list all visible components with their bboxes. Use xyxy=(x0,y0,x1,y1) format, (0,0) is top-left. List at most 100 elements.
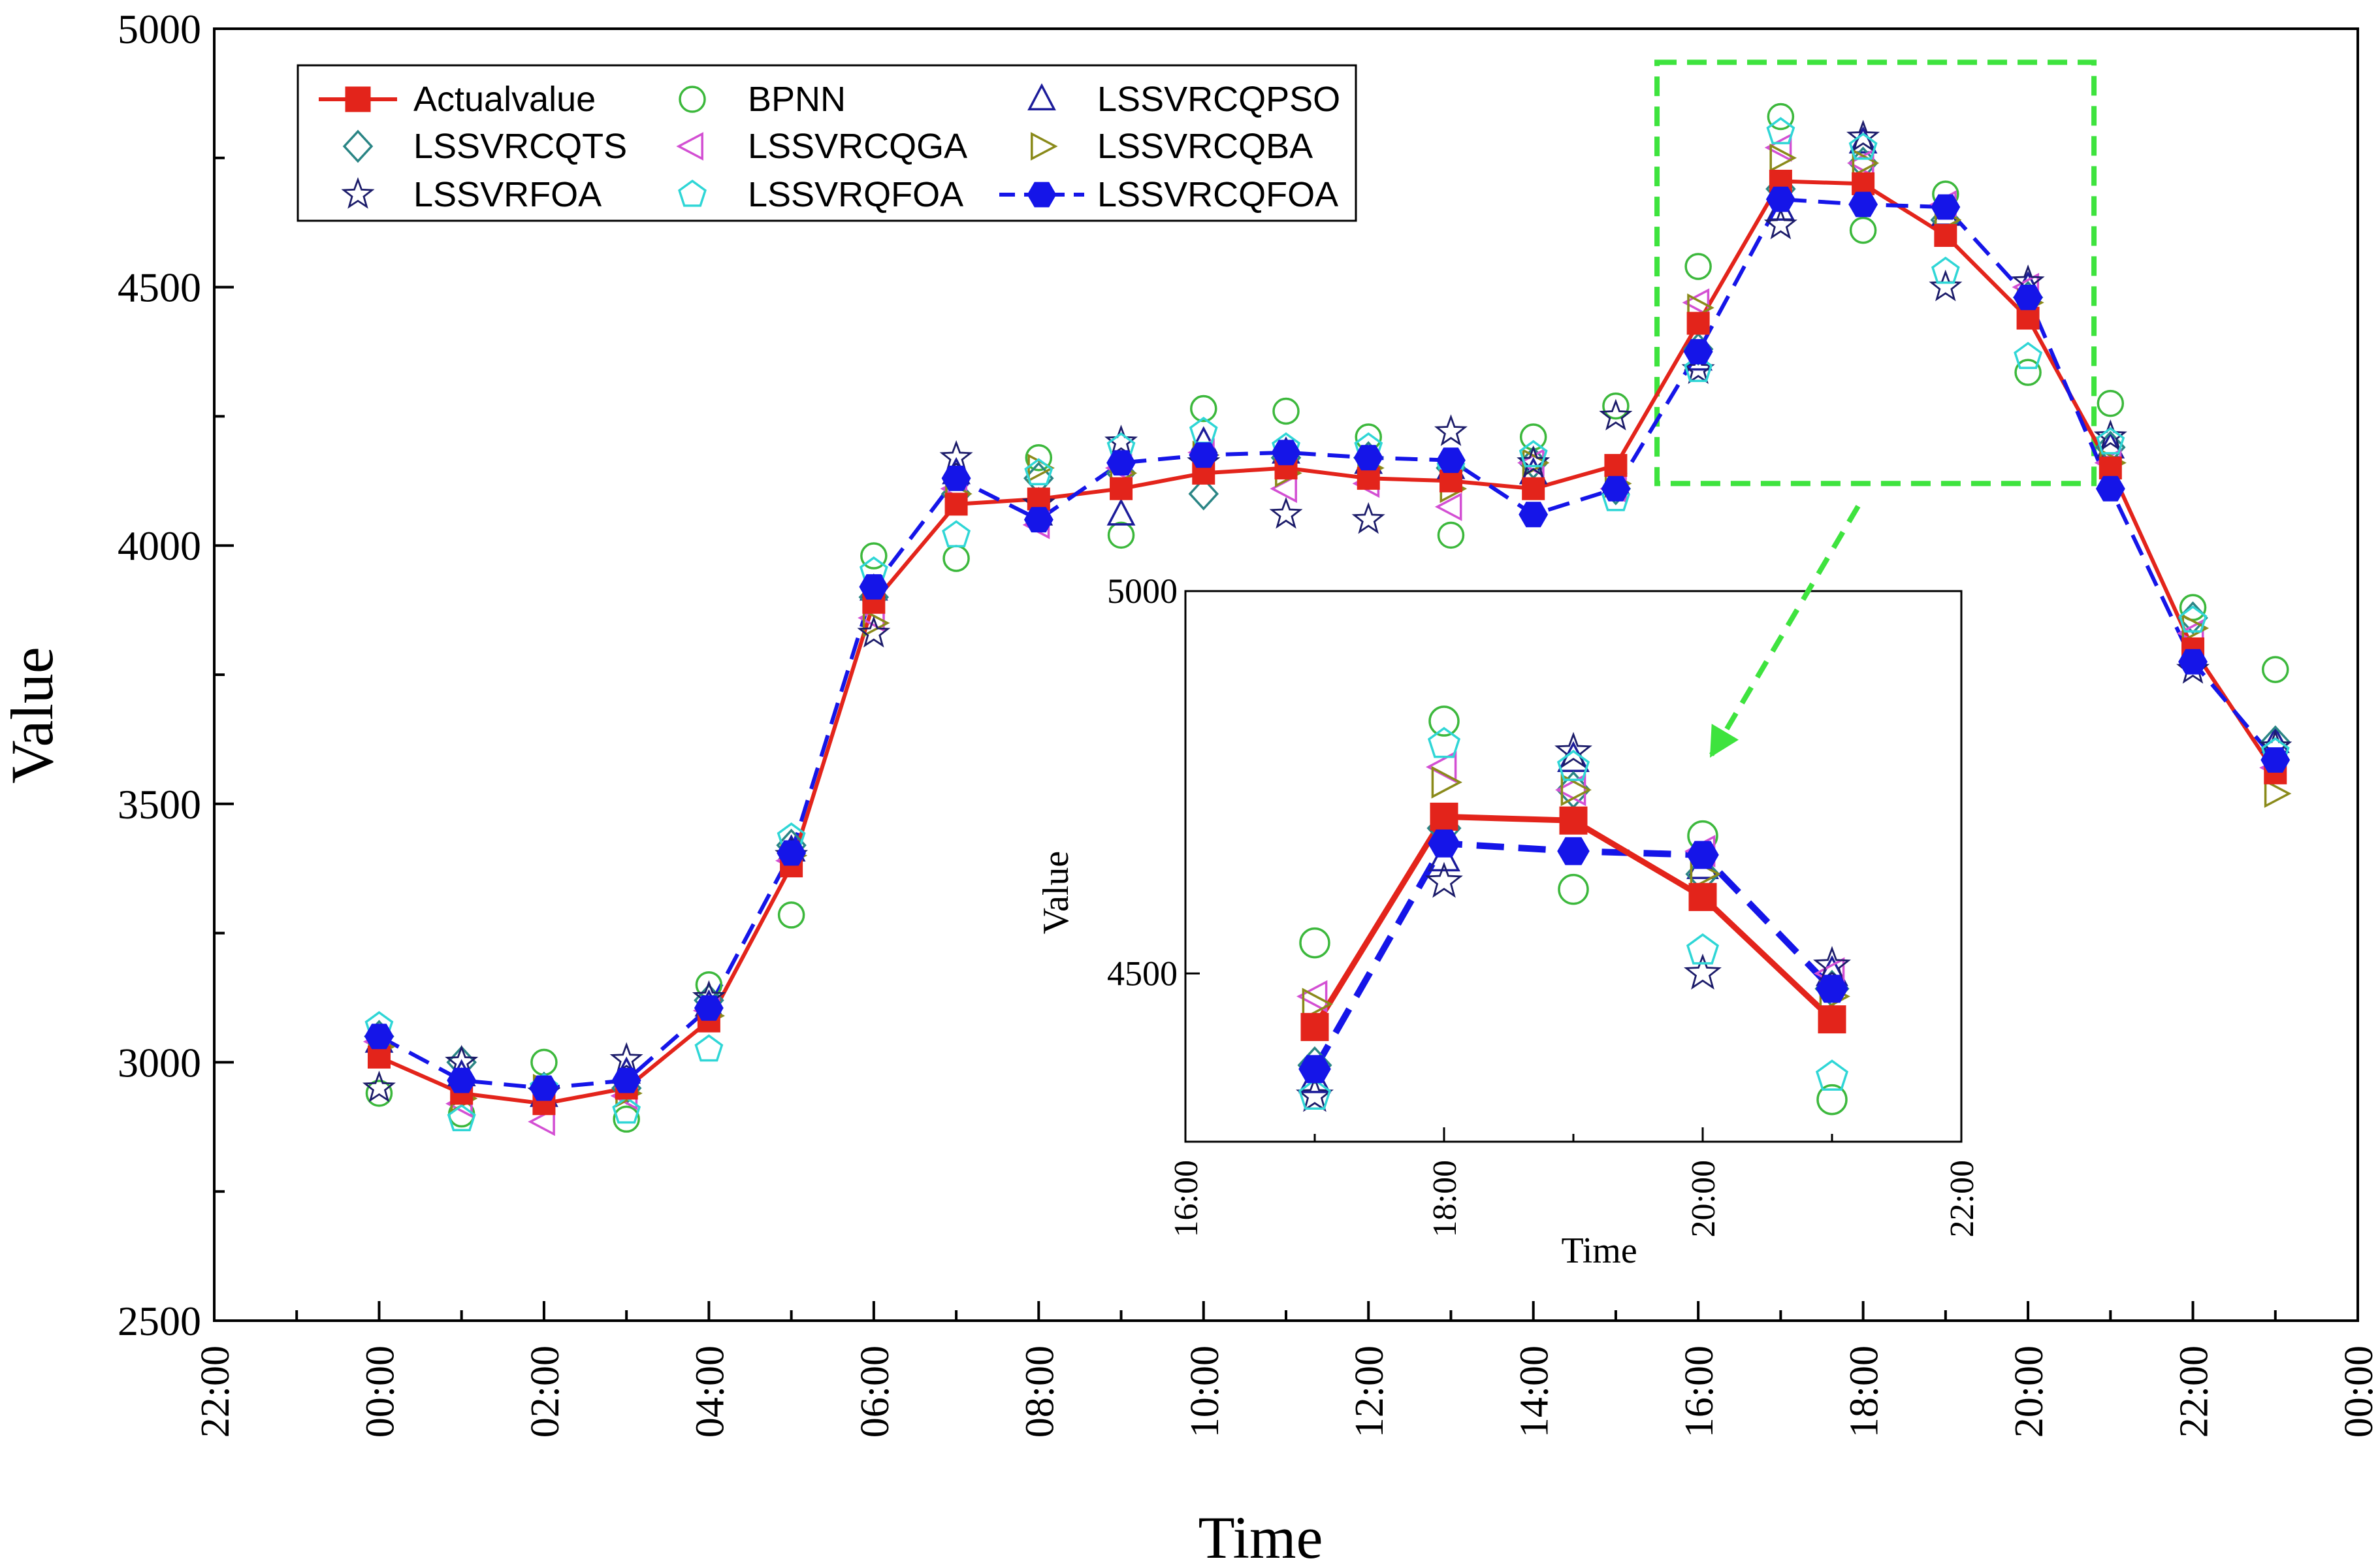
point-bpnn-19 xyxy=(1849,216,1877,244)
inset-point-bpnn-19 xyxy=(1558,873,1589,905)
legend-marker xyxy=(678,179,707,207)
legend-label: LSSVRFOA xyxy=(413,175,602,214)
point-bpnn-6 xyxy=(777,901,805,929)
legend-item-lssvrcqba: LSSVRCQBA xyxy=(1031,127,1313,166)
y-axis-label: Value xyxy=(0,647,65,783)
legend-marker xyxy=(341,177,375,209)
legend-label: Actualvalue xyxy=(413,80,596,119)
point-actualvalue-19 xyxy=(1852,172,1875,195)
inset-point-lssvrcqga-18 xyxy=(1426,750,1457,784)
point-lssvrcqga-17 xyxy=(1682,288,1710,317)
legend-marker xyxy=(345,86,371,112)
point-actualvalue-10 xyxy=(1110,477,1133,500)
legend-marker xyxy=(676,132,703,161)
point-lssvrcqfoa-1 xyxy=(364,1023,394,1050)
point-bpnn-7 xyxy=(860,542,888,570)
x-tick-label: 14:00 xyxy=(1513,1345,1557,1438)
inset-point-actualvalue-18 xyxy=(1430,802,1458,831)
point-lssvrqfoa-9 xyxy=(1024,458,1053,486)
point-lssvrcqfoa-12 xyxy=(1271,440,1301,466)
x-tick-label: 10:00 xyxy=(1183,1345,1227,1438)
point-bpnn-8 xyxy=(942,545,970,572)
inset-y-tick-label: 4500 xyxy=(1107,954,1178,993)
inset-point-lssvrcqfoa-17 xyxy=(1298,1055,1331,1084)
point-lssvrfoa-10 xyxy=(1104,425,1138,457)
legend-label: LSSVRCQGA xyxy=(748,127,967,166)
x-tick-label: 18:00 xyxy=(1842,1345,1887,1438)
inset-x-tick-label: 18:00 xyxy=(1426,1160,1464,1237)
point-lssvrcqba-19 xyxy=(1852,148,1880,178)
inset-frame xyxy=(1184,590,1963,1143)
point-lssvrfoa-16 xyxy=(1599,398,1633,431)
inset-point-lssvrcqfoa-18 xyxy=(1428,830,1460,858)
legend-marker xyxy=(679,86,706,113)
x-tick-label: 02:00 xyxy=(523,1345,568,1438)
point-actualvalue-20 xyxy=(1934,223,1957,247)
legend-label: LSSVRQFOA xyxy=(748,175,963,214)
x-tick-label: 12:00 xyxy=(1347,1345,1392,1438)
inset-point-lssvrcqba-17 xyxy=(1302,988,1333,1021)
inset-y-tick-label: 5000 xyxy=(1107,572,1178,611)
point-actualvalue-14 xyxy=(1439,469,1462,492)
x-tick-label: 00:00 xyxy=(2337,1345,2380,1438)
point-lssvrcqga-18 xyxy=(1764,133,1792,162)
point-lssvrcqba-18 xyxy=(1769,143,1797,172)
inset-point-lssvrqfoa-20 xyxy=(1686,933,1720,965)
main-plot-area: 2500 3000 3500 4000 4500 5000 22:00 00:00 02:00 0… xyxy=(118,6,2380,1438)
inset-point-lssvrcqfoa-20 xyxy=(1686,841,1719,869)
point-bpnn-4 xyxy=(613,1105,640,1133)
inset-point-lssvrfoa-21 xyxy=(1813,946,1851,982)
point-actualvalue-9 xyxy=(1027,487,1050,511)
point-bpnn-1 xyxy=(365,1080,393,1107)
point-lssvrcqfoa-7 xyxy=(859,574,889,600)
zoom-highlight-box xyxy=(1654,59,2097,487)
legend-label: LSSVRCQBA xyxy=(1097,127,1313,166)
point-lssvrcqba-24 xyxy=(2264,779,2292,808)
point-lssvrcqfoa-9 xyxy=(1023,507,1053,533)
point-lssvrcqga-3 xyxy=(528,1107,555,1136)
point-lssvrcqfoa-17 xyxy=(1683,339,1713,364)
point-lssvrcqfoa-23 xyxy=(2178,649,2208,675)
point-lssvrqfoa-23 xyxy=(2178,605,2208,633)
y-tick-label: 3500 xyxy=(118,781,201,828)
inset-point-lssvrqfoa-21 xyxy=(1815,1059,1849,1091)
point-bpnn-14 xyxy=(1437,521,1465,549)
point-lssvrcqga-14 xyxy=(1434,492,1462,521)
point-lssvrcqfoa-16 xyxy=(1601,475,1631,502)
point-lssvrcqfoa-15 xyxy=(1519,502,1549,528)
point-lssvrfoa-4 xyxy=(609,1042,643,1074)
point-lssvrcqga-19 xyxy=(1846,148,1874,178)
point-bpnn-9 xyxy=(1025,443,1053,472)
inset-point-bpnn-17 xyxy=(1299,927,1330,959)
point-lssvrqfoa-20 xyxy=(1931,256,1960,284)
point-bpnn-12 xyxy=(1272,397,1300,425)
point-lssvrfoa-19 xyxy=(1846,120,1880,152)
x-axis-label: Time xyxy=(1198,1504,1323,1563)
point-lssvrqfoa-2 xyxy=(447,1104,476,1132)
legend-item-lssvrqfoa: LSSVRQFOA xyxy=(678,175,963,214)
legend-box xyxy=(297,64,1357,222)
point-lssvrcqfoa-19 xyxy=(1848,191,1878,218)
legend-label: LSSVRCQTS xyxy=(413,127,627,166)
inset-point-actualvalue-17 xyxy=(1300,1012,1329,1041)
x-tick-label: 16:00 xyxy=(1677,1345,1722,1438)
legend-marker xyxy=(1027,182,1057,208)
point-lssvrcqfoa-3 xyxy=(529,1075,559,1101)
zoom-arrow-head xyxy=(1710,724,1739,758)
point-lssvrqfoa-4 xyxy=(612,1096,641,1124)
inset-plot: 4500 5000 16:00 18:00 20:00 22:00 Time Value xyxy=(1036,504,1981,1271)
legend-label: BPNN xyxy=(748,80,846,119)
point-lssvrqfoa-15 xyxy=(1519,440,1548,468)
inset-point-lssvrcqga-19 xyxy=(1555,773,1586,807)
point-lssvrcqfoa-8 xyxy=(941,465,971,491)
legend-item-lssvrfoa: LSSVRFOA xyxy=(341,175,602,214)
point-lssvrcqpso-10 xyxy=(1106,498,1136,526)
legend-marker xyxy=(1027,83,1056,110)
inset-x-axis-label: Time xyxy=(1561,1231,1637,1271)
zoom-arrow-line xyxy=(1707,504,1861,760)
x-tick-label: 04:00 xyxy=(688,1345,732,1438)
point-actualvalue-15 xyxy=(1522,477,1545,500)
y-tick-label: 4500 xyxy=(118,265,201,311)
point-lssvrfoa-13 xyxy=(1351,502,1385,534)
